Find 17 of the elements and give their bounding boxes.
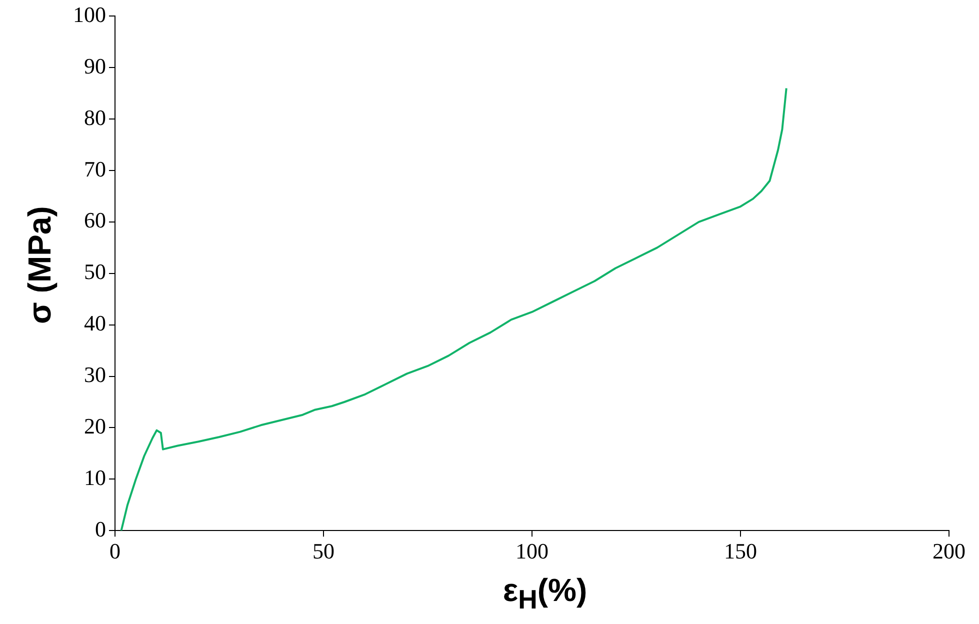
y-tick-label: 100 [73, 2, 106, 27]
y-tick-label: 90 [84, 53, 106, 78]
y-tick-label: 80 [84, 104, 106, 130]
x-tick-label: 50 [312, 538, 334, 564]
x-axis-title: ε$_{H}$(%) [502, 572, 588, 616]
x-tick-label: 150 [724, 538, 757, 564]
y-tick-label: 20 [84, 414, 106, 438]
y-tick-label: 0 [95, 516, 106, 542]
y-tick-label: 10 [84, 464, 106, 490]
y-tick-label: 70 [84, 156, 106, 182]
y-tick-label: 30 [84, 362, 106, 388]
y-tick-label: 60 [84, 208, 106, 233]
y-axis-title: σ (MPa) [22, 206, 58, 324]
x-tick-label: 200 [932, 538, 966, 564]
y-tick-label: 50 [84, 259, 106, 284]
y-tick-label: 40 [84, 310, 106, 336]
x-tick-label: 100 [516, 538, 548, 564]
